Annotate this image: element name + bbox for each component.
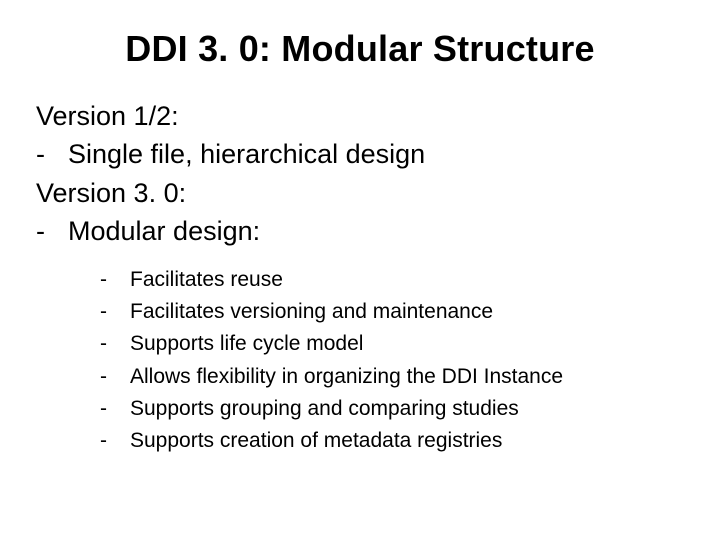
sub-item-text: Facilitates reuse: [130, 266, 283, 294]
slide: DDI 3. 0: Modular Structure Version 1/2:…: [0, 0, 720, 540]
dash-bullet-icon: -: [100, 427, 130, 455]
dash-bullet-icon: -: [100, 330, 130, 358]
sub-item: - Facilitates versioning and maintenance: [100, 298, 684, 326]
sub-item-text: Supports life cycle model: [130, 330, 363, 358]
sub-item: - Allows flexibility in organizing the D…: [100, 363, 684, 391]
dash-bullet-icon: -: [100, 363, 130, 391]
dash-bullet-icon: -: [100, 395, 130, 423]
body-text: Modular design:: [68, 213, 260, 249]
body-text: Version 1/2:: [36, 98, 179, 134]
body-line: Version 3. 0:: [36, 175, 684, 211]
sub-item: - Facilitates reuse: [100, 266, 684, 294]
body-text: Single file, hierarchical design: [68, 136, 425, 172]
sub-item: - Supports grouping and comparing studie…: [100, 395, 684, 423]
sub-list: - Facilitates reuse - Facilitates versio…: [36, 266, 684, 456]
slide-title: DDI 3. 0: Modular Structure: [36, 28, 684, 70]
body-line: - Modular design:: [36, 213, 684, 249]
slide-body: Version 1/2: - Single file, hierarchical…: [36, 98, 684, 456]
body-text: Version 3. 0:: [36, 175, 186, 211]
sub-item-text: Facilitates versioning and maintenance: [130, 298, 493, 326]
sub-item-text: Supports grouping and comparing studies: [130, 395, 519, 423]
dash-bullet-icon: -: [36, 136, 68, 172]
sub-item-text: Allows flexibility in organizing the DDI…: [130, 363, 563, 391]
dash-bullet-icon: -: [36, 213, 68, 249]
dash-bullet-icon: -: [100, 298, 130, 326]
sub-item: - Supports life cycle model: [100, 330, 684, 358]
sub-item: - Supports creation of metadata registri…: [100, 427, 684, 455]
dash-bullet-icon: -: [100, 266, 130, 294]
body-line: - Single file, hierarchical design: [36, 136, 684, 172]
sub-item-text: Supports creation of metadata registries: [130, 427, 502, 455]
body-line: Version 1/2:: [36, 98, 684, 134]
